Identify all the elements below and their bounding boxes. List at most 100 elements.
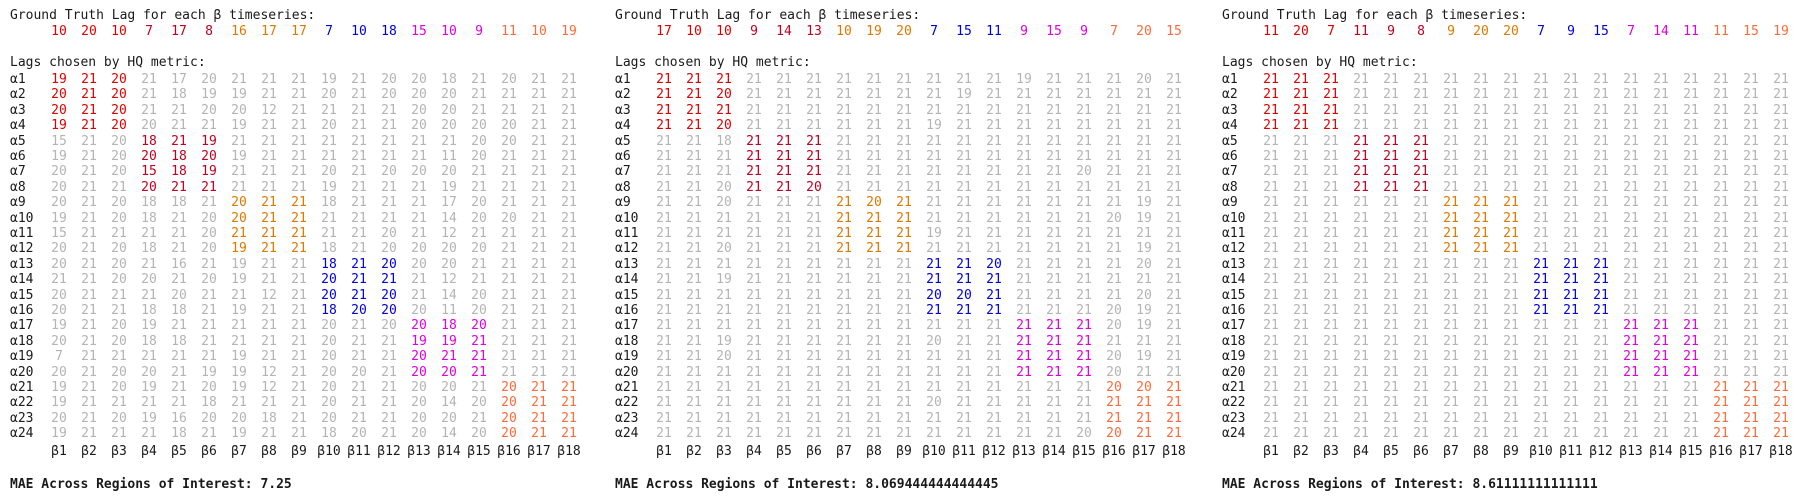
lag-cell: 21: [1413, 380, 1429, 395]
lag-cell: 21: [1046, 241, 1062, 257]
lag-cell: 21: [1623, 318, 1639, 334]
lag-cell: 21: [1293, 272, 1309, 288]
lag-cell: 21: [1503, 410, 1519, 426]
lag-cell: 21: [956, 195, 972, 211]
lag-cell: 21: [201, 195, 217, 211]
lag-cell: 21: [1593, 149, 1609, 164]
lag-cell: 20: [351, 426, 367, 442]
lag-cell: 21: [806, 333, 822, 349]
lag-cell: 21: [1653, 364, 1669, 380]
lag-cell: 21: [501, 179, 517, 195]
lag-cell: 21: [1293, 426, 1309, 442]
col-label: β6: [1413, 443, 1429, 459]
lag-cell: 21: [806, 395, 822, 411]
lag-cell: 21: [1106, 118, 1122, 134]
lag-cell: 21: [1653, 349, 1669, 365]
lag-cell: 21: [471, 226, 487, 241]
lag-cell: 21: [836, 149, 852, 164]
lag-cell: 21: [1533, 426, 1549, 442]
lag-cell: 21: [1503, 303, 1519, 318]
gt-lag-value: 20: [1503, 24, 1519, 39]
gt-lag-value: 18: [381, 24, 397, 39]
lag-cell: 19: [926, 226, 942, 241]
lag-cell: 21: [1563, 272, 1579, 288]
lag-cell: 21: [81, 349, 97, 365]
lag-cell: 21: [1353, 426, 1369, 442]
lag-cell: 21: [986, 380, 1002, 395]
lag-cell: 21: [1713, 241, 1729, 257]
lag-cell: 21: [1293, 349, 1309, 365]
lag-cell: 21: [1743, 395, 1759, 411]
lag-cell: 21: [986, 241, 1002, 257]
lag-cell: 21: [1593, 133, 1609, 149]
lag-cell: 20: [441, 87, 457, 103]
lag-cell: 20: [141, 272, 157, 288]
lag-cell: 20: [441, 256, 457, 272]
lag-cell: 21: [1713, 410, 1729, 426]
lag-cell: 21: [1383, 349, 1399, 365]
lag-cell: 21: [261, 303, 277, 318]
lag-cell: 21: [1653, 256, 1669, 272]
lag-cell: 21: [501, 87, 517, 103]
lag-cell: 21: [1263, 226, 1279, 241]
col-label: β18: [1162, 443, 1186, 459]
lag-cell: 21: [1683, 287, 1699, 303]
lag-cell: 21: [1743, 87, 1759, 103]
lag-cell: 21: [351, 133, 367, 149]
lag-cell: 21: [1653, 195, 1669, 211]
lag-cell: 21: [746, 426, 762, 442]
lag-cell: 21: [746, 380, 762, 395]
gt-lag-value: 8: [205, 24, 213, 39]
lag-cell: 21: [776, 303, 792, 318]
lag-cell: 14: [441, 287, 457, 303]
lag-cell: 21: [1106, 133, 1122, 149]
lag-cell: 21: [141, 426, 157, 442]
lag-cell: 21: [1473, 179, 1489, 195]
lag-cell: 21: [1473, 102, 1489, 118]
lag-cell: 21: [806, 210, 822, 226]
row-label: α18: [10, 333, 34, 349]
lag-cell: 21: [1353, 287, 1369, 303]
lag-cell: 21: [1046, 364, 1062, 380]
lag-cell: 21: [716, 256, 732, 272]
col-label: β2: [1293, 443, 1309, 459]
lag-cell: 21: [866, 164, 882, 180]
row-label: α10: [1222, 210, 1246, 226]
lag-cell: 21: [1473, 410, 1489, 426]
lag-cell: 18: [321, 241, 337, 257]
lag-cell: 21: [81, 287, 97, 303]
lag-cell: 21: [746, 349, 762, 365]
lag-cell: 21: [776, 118, 792, 134]
col-label: β10: [922, 443, 946, 459]
lag-cell: 21: [81, 164, 97, 180]
lag-cell: 21: [111, 287, 127, 303]
lag-cell: 21: [1293, 195, 1309, 211]
lag-cell: 21: [201, 318, 217, 334]
lag-cell: 21: [1773, 226, 1789, 241]
lag-cell: 20: [501, 210, 517, 226]
lag-cell: 21: [1046, 333, 1062, 349]
lag-cell: 21: [1166, 179, 1182, 195]
row-label: α11: [1222, 226, 1246, 241]
lag-cell: 19: [51, 149, 67, 164]
col-label: β2: [686, 443, 702, 459]
lag-cell: 19: [1136, 195, 1152, 211]
lag-cell: 21: [81, 102, 97, 118]
lag-cell: 21: [261, 333, 277, 349]
lag-cell: 21: [351, 87, 367, 103]
lag-cell: 21: [1743, 364, 1759, 380]
lag-cell: 21: [1473, 118, 1489, 134]
lag-cell: 12: [261, 287, 277, 303]
lag-cell: 21: [1323, 241, 1339, 257]
col-label: β7: [1443, 443, 1459, 459]
lag-cell: 21: [1106, 410, 1122, 426]
lag-cell: 21: [896, 179, 912, 195]
lag-cell: 21: [351, 102, 367, 118]
lag-cell: 21: [1473, 380, 1489, 395]
lag-cell: 20: [381, 318, 397, 334]
lag-cell: 19: [1136, 318, 1152, 334]
lag-cell: 21: [1533, 179, 1549, 195]
col-label: β5: [1383, 443, 1399, 459]
lag-cell: 21: [1293, 87, 1309, 103]
lag-cell: 21: [1383, 210, 1399, 226]
